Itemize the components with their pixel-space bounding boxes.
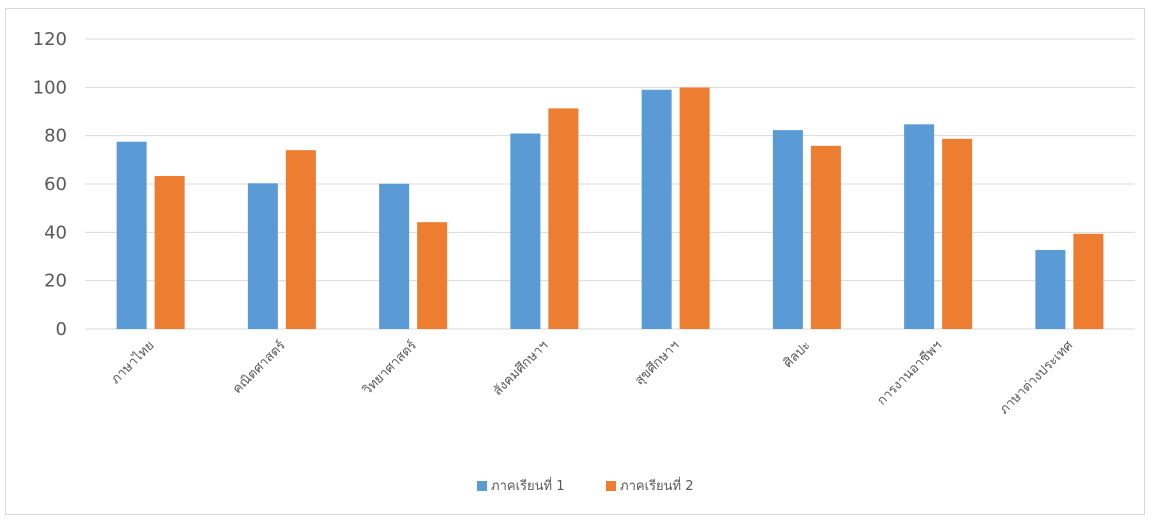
y-tick-label: 40 — [44, 222, 67, 243]
x-tick-label: ศิลปะ — [781, 338, 814, 371]
gridlines — [85, 38, 1135, 330]
y-tick-label: 0 — [56, 319, 67, 340]
bar-series-1 — [379, 183, 410, 329]
x-tick-label: คณิตศาสตร์ — [229, 338, 288, 397]
legend-swatch-series-1 — [477, 481, 487, 491]
bar-series-2 — [154, 176, 185, 329]
y-tick-label: 20 — [44, 271, 67, 292]
bar-series-2 — [1073, 233, 1104, 329]
x-tick-label: วิทยาศาสตร์ — [359, 338, 420, 399]
y-tick-label: 80 — [44, 126, 67, 147]
bar-series-2 — [679, 87, 710, 329]
bar-series-1 — [772, 130, 803, 329]
y-tick-label: 100 — [33, 77, 67, 98]
legend: ภาคเรียนที่ 1 ภาคเรียนที่ 2 — [477, 477, 693, 494]
x-tick-label: ภาษาต่างประเทศ — [997, 338, 1077, 418]
y-axis-ticks: 0 20 40 60 80 100 120 — [33, 29, 67, 340]
bar-series-2 — [548, 108, 579, 329]
legend-label-series-1: ภาคเรียนที่ 1 — [491, 477, 564, 494]
legend-label-series-2: ภาคเรียนที่ 2 — [620, 477, 693, 494]
legend-swatch-series-2 — [606, 481, 616, 491]
bar-series-2 — [942, 138, 973, 329]
bar-series-2 — [810, 145, 841, 329]
x-tick-label: สุขศึกษาฯ — [632, 338, 682, 388]
x-axis-labels: ภาษาไทย คณิตศาสตร์ วิทยาศาสตร์ สังคมศึกษาฯ ส… — [108, 338, 1077, 418]
y-tick-label: 120 — [33, 29, 67, 50]
y-tick-label: 60 — [44, 174, 67, 195]
x-tick-label: การงานอาชีพฯ — [874, 338, 945, 409]
bar-series-1 — [641, 89, 672, 329]
bar-series-2 — [417, 222, 448, 329]
bar-series-1 — [904, 124, 935, 329]
bar-series-1 — [247, 183, 278, 329]
bar-series-2 — [285, 150, 316, 329]
x-tick-label: สังคมศึกษาฯ — [491, 338, 552, 399]
bar-series-1 — [510, 133, 541, 329]
bar-series-1 — [116, 141, 147, 329]
bars — [116, 87, 1104, 329]
x-tick-label: ภาษาไทย — [108, 338, 158, 388]
bar-series-1 — [1035, 249, 1066, 329]
